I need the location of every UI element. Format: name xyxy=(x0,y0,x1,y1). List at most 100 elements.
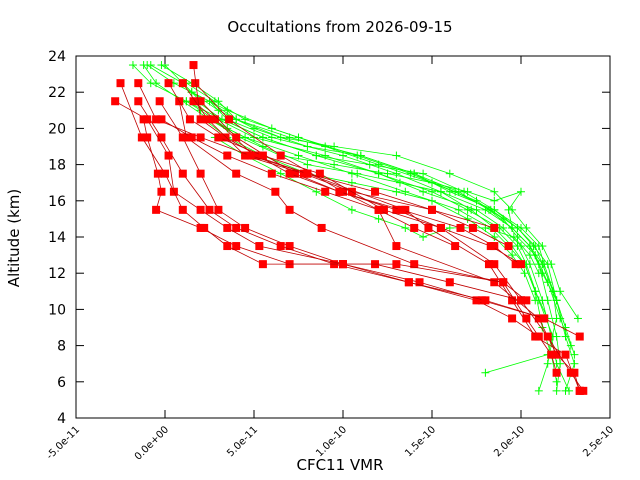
data-point-square xyxy=(157,133,166,142)
y-axis-label: Altitude (km) xyxy=(5,189,23,287)
data-point-plus xyxy=(303,160,312,169)
data-point-square xyxy=(157,115,166,124)
data-point-square xyxy=(232,242,241,251)
data-point-plus xyxy=(312,151,321,160)
data-point-plus xyxy=(445,223,454,232)
data-point-square xyxy=(246,151,255,160)
data-point-plus xyxy=(543,359,552,368)
data-point-square xyxy=(134,79,143,88)
series-line xyxy=(182,82,509,247)
data-point-square xyxy=(561,350,570,359)
data-point-square xyxy=(371,187,380,196)
data-point-plus xyxy=(463,187,472,196)
x-axis-label: CFC11 VMR xyxy=(296,456,383,474)
data-point-plus xyxy=(531,287,540,296)
data-point-square xyxy=(285,242,294,251)
data-point-square xyxy=(484,260,493,269)
data-point-square xyxy=(575,332,584,341)
data-point-plus xyxy=(365,160,374,169)
data-point-square xyxy=(517,296,525,305)
data-point-square xyxy=(223,151,232,160)
series-line xyxy=(209,119,554,292)
red-profile-series xyxy=(164,79,525,269)
data-point-square xyxy=(255,242,264,251)
data-point-square xyxy=(335,187,344,196)
data-point-plus xyxy=(347,205,356,214)
data-point-square xyxy=(223,242,232,251)
data-point-square xyxy=(543,332,552,341)
chart-title: Occultations from 2026-09-15 xyxy=(227,18,452,36)
data-point-plus xyxy=(374,214,383,223)
data-point-square xyxy=(258,151,267,160)
data-point-plus xyxy=(538,242,547,251)
red-profile-series xyxy=(157,115,460,251)
data-point-plus xyxy=(303,142,312,151)
data-point-plus xyxy=(401,223,410,232)
data-point-plus xyxy=(525,242,534,251)
data-point-square xyxy=(164,79,173,88)
data-point-plus xyxy=(395,178,404,187)
data-point-square xyxy=(196,97,205,106)
data-point-square xyxy=(404,278,413,287)
y-tick-label: 22 xyxy=(48,85,66,101)
data-point-plus xyxy=(490,196,499,205)
series-line xyxy=(196,100,575,355)
data-point-square xyxy=(547,350,556,359)
data-point-plus xyxy=(552,296,561,305)
data-point-plus xyxy=(267,124,276,133)
data-point-square xyxy=(339,260,347,269)
data-point-square xyxy=(392,242,401,251)
data-point-square xyxy=(436,223,445,232)
data-point-plus xyxy=(543,296,552,305)
data-point-square xyxy=(232,223,241,232)
data-point-square xyxy=(481,296,490,305)
data-point-square xyxy=(267,169,276,178)
data-point-square xyxy=(187,133,196,142)
green-profile-series xyxy=(161,61,575,350)
data-point-square xyxy=(164,151,173,160)
data-point-square xyxy=(511,260,520,269)
data-point-square xyxy=(428,205,436,214)
y-tick-label: 8 xyxy=(57,339,66,355)
data-point-plus xyxy=(217,115,226,124)
data-point-plus xyxy=(419,169,428,178)
data-point-plus xyxy=(556,287,565,296)
data-point-square xyxy=(253,151,262,160)
data-point-square xyxy=(200,223,209,232)
data-point-square xyxy=(290,169,299,178)
data-point-square xyxy=(534,314,543,323)
data-point-square xyxy=(196,169,205,178)
data-point-plus xyxy=(490,233,499,241)
data-point-square xyxy=(499,278,508,287)
data-point-square xyxy=(196,133,205,142)
data-point-plus xyxy=(520,269,529,278)
data-point-square xyxy=(143,133,152,142)
data-point-square xyxy=(205,205,214,214)
series-line xyxy=(193,65,516,265)
data-point-plus xyxy=(463,214,472,223)
y-tick-label: 16 xyxy=(48,194,66,210)
data-point-square xyxy=(232,169,241,178)
data-point-plus xyxy=(561,323,570,332)
data-point-square xyxy=(566,368,575,377)
data-point-plus xyxy=(570,350,579,359)
data-point-plus xyxy=(356,151,365,160)
data-point-plus xyxy=(522,223,531,232)
data-point-plus xyxy=(232,115,241,124)
data-point-plus xyxy=(353,169,362,178)
data-point-square xyxy=(517,260,525,269)
data-point-plus xyxy=(561,386,570,395)
data-point-plus xyxy=(509,233,518,241)
data-point-plus xyxy=(428,178,436,187)
data-point-plus xyxy=(250,124,258,133)
data-point-plus xyxy=(490,187,499,196)
data-point-square xyxy=(241,223,250,232)
data-point-plus xyxy=(481,368,490,377)
data-point-square xyxy=(410,223,419,232)
data-point-square xyxy=(223,223,232,232)
data-point-plus xyxy=(531,296,540,305)
data-point-square xyxy=(137,133,146,142)
data-point-square xyxy=(374,205,383,214)
